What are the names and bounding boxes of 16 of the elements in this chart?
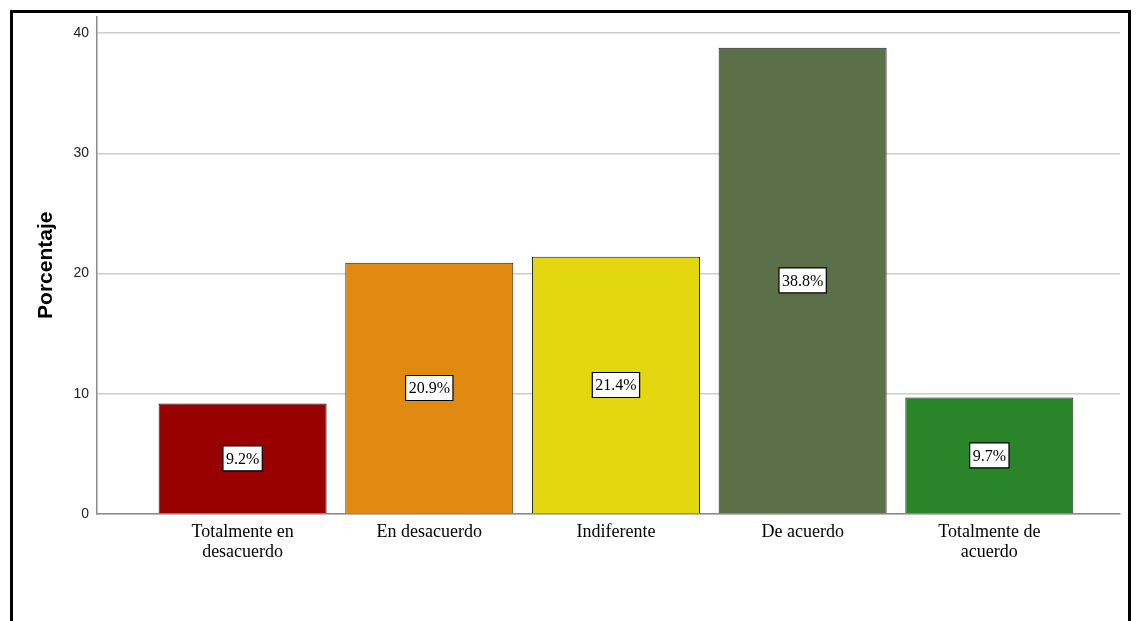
x-tick-label: De acuerdo bbox=[761, 520, 844, 541]
data-label: 9.7% bbox=[972, 446, 1006, 464]
data-label: 21.4% bbox=[595, 376, 637, 394]
data-label: 20.9% bbox=[408, 379, 450, 397]
x-tick-label: Indiferente bbox=[576, 520, 656, 541]
y-tick-label: 0 bbox=[81, 504, 90, 521]
y-tick-label: 20 bbox=[73, 264, 90, 281]
x-tick-label: Totalmente de acuerdo bbox=[938, 520, 1041, 561]
y-tick-label: 30 bbox=[73, 144, 90, 161]
data-label: 9.2% bbox=[225, 449, 260, 467]
x-tick-label: En desacuerdo bbox=[376, 520, 483, 541]
x-tick-label: Totalmente en desacuerdo bbox=[191, 520, 294, 561]
data-label: 38.8% bbox=[781, 271, 824, 289]
y-tick-label: 40 bbox=[73, 24, 90, 41]
y-tick-label: 10 bbox=[73, 384, 90, 401]
y-axis-title: Porcentaje bbox=[33, 211, 57, 319]
